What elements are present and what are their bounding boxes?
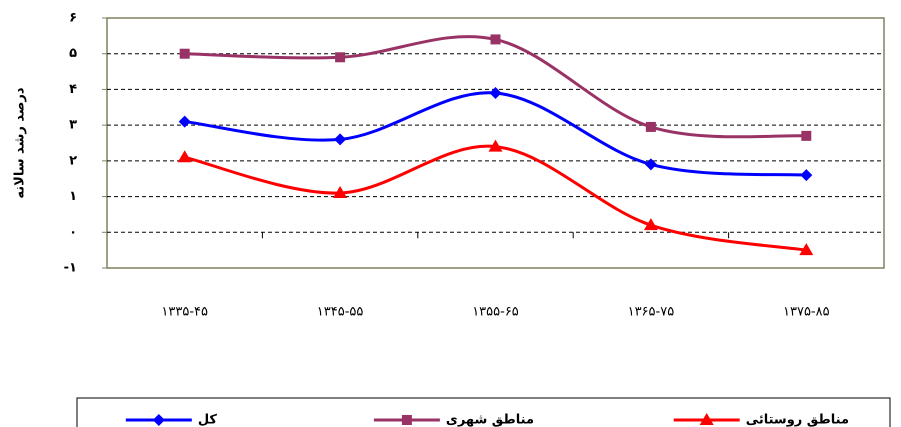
y-tick-label: -۱	[64, 261, 77, 276]
y-tick-label: ۳	[69, 118, 77, 133]
series-line	[184, 91, 807, 177]
y-tick-label: ۰	[69, 225, 77, 240]
point-marker	[489, 87, 502, 99]
point-marker	[644, 158, 657, 171]
y-tick-label: ۵	[69, 46, 77, 61]
series-line	[184, 35, 807, 139]
point-marker	[179, 48, 190, 59]
point-marker	[333, 186, 348, 198]
x-tick-label: ۱۳۶۵-۷۵	[628, 305, 675, 320]
y-tick-label: ۲	[69, 153, 77, 168]
y-tick-label: ۱	[69, 189, 77, 204]
x-tick-label: ۱۳۳۵-۴۵	[161, 305, 208, 320]
x-tick-label: ۱۳۷۵-۸۵	[783, 305, 830, 320]
x-tick-label: ۱۳۴۵-۵۵	[317, 305, 364, 320]
x-tick-label: ۱۳۵۵-۶۵	[472, 305, 519, 320]
y-axis-label: درصد رشد سالانه	[13, 87, 28, 198]
point-marker	[643, 218, 658, 231]
legend-marker	[699, 413, 714, 425]
plot-frame	[106, 17, 885, 269]
point-marker	[488, 139, 503, 152]
legend-label: مناطق شهری	[446, 413, 534, 427]
legend-label: کل	[198, 413, 218, 427]
legend-box	[76, 397, 891, 427]
series-line	[184, 144, 807, 252]
point-marker	[645, 121, 656, 132]
point-marker	[177, 150, 192, 163]
point-marker	[335, 52, 346, 63]
point-marker	[800, 169, 813, 182]
point-marker	[334, 133, 347, 146]
point-marker	[178, 115, 191, 128]
legend-marker	[401, 415, 412, 425]
legend-label: مناطق روستائی	[746, 413, 849, 427]
point-marker	[490, 34, 501, 45]
y-tick-label: ۴	[69, 82, 77, 97]
legend-marker	[152, 414, 165, 426]
point-marker	[799, 243, 814, 256]
y-tick-label: ۶	[69, 11, 77, 26]
point-marker	[801, 130, 812, 141]
